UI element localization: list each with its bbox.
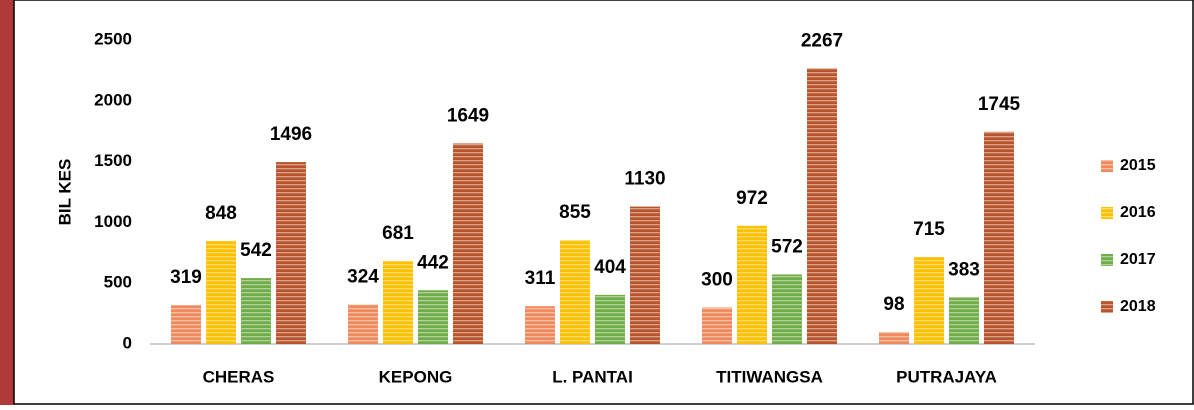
bar [171, 305, 201, 344]
bar [914, 257, 944, 344]
bar [418, 290, 448, 344]
bar [737, 225, 767, 344]
data-label: 1130 [624, 169, 665, 190]
legend-label: 2018 [1120, 298, 1156, 315]
data-label: 972 [736, 188, 768, 209]
legend-label: 2015 [1120, 157, 1156, 174]
data-label: 2267 [801, 30, 843, 51]
data-label: 404 [594, 257, 626, 278]
x-tick-label: TITIWANGSA [716, 367, 823, 386]
data-label: 855 [559, 202, 591, 223]
x-tick-label: KEPONG [379, 367, 453, 386]
y-tick-label: 0 [123, 333, 132, 352]
data-label: 311 [525, 268, 556, 289]
y-tick-label: 2000 [94, 90, 132, 109]
bar [383, 261, 413, 344]
y-tick-label: 2500 [94, 29, 132, 48]
data-label: 98 [883, 294, 904, 315]
legend-swatch [1101, 254, 1113, 266]
bar [630, 206, 660, 344]
legend-swatch [1101, 301, 1113, 313]
y-tick-label: 500 [104, 273, 132, 292]
x-tick-label: L. PANTAI [552, 367, 633, 386]
y-tick-label: 1500 [94, 151, 132, 170]
y-tick-label: 1000 [94, 212, 132, 231]
legend-label: 2016 [1120, 204, 1156, 221]
data-label: 848 [205, 203, 237, 224]
bar [525, 306, 555, 344]
bar [772, 274, 802, 344]
data-label: 324 [347, 267, 379, 288]
bar [241, 278, 271, 344]
bar [276, 162, 306, 344]
data-label: 681 [382, 223, 414, 244]
data-label: 572 [771, 236, 803, 257]
bar [949, 297, 979, 344]
data-label: 383 [948, 259, 980, 280]
data-label: 1496 [270, 124, 312, 145]
data-label: 300 [701, 270, 733, 291]
bar [879, 332, 909, 344]
bar [984, 131, 1014, 344]
bar [595, 294, 625, 344]
bar [560, 240, 590, 344]
bar [702, 307, 732, 344]
bar [348, 304, 378, 344]
x-tick-label: PUTRAJAYA [896, 367, 997, 386]
left-strip [0, 0, 14, 405]
legend-swatch [1101, 160, 1113, 172]
y-axis-label: BIL KES [55, 159, 74, 226]
bar [807, 68, 837, 345]
data-label: 542 [240, 240, 272, 261]
data-label: 442 [417, 252, 449, 273]
bar [206, 240, 236, 344]
data-label: 1649 [447, 105, 489, 126]
data-label: 319 [170, 267, 202, 288]
x-tick-label: CHERAS [203, 367, 275, 386]
bar [453, 143, 483, 344]
legend-swatch [1101, 207, 1113, 219]
data-label: 715 [913, 219, 945, 240]
data-label: 1745 [978, 94, 1021, 115]
legend-label: 2017 [1120, 251, 1156, 268]
